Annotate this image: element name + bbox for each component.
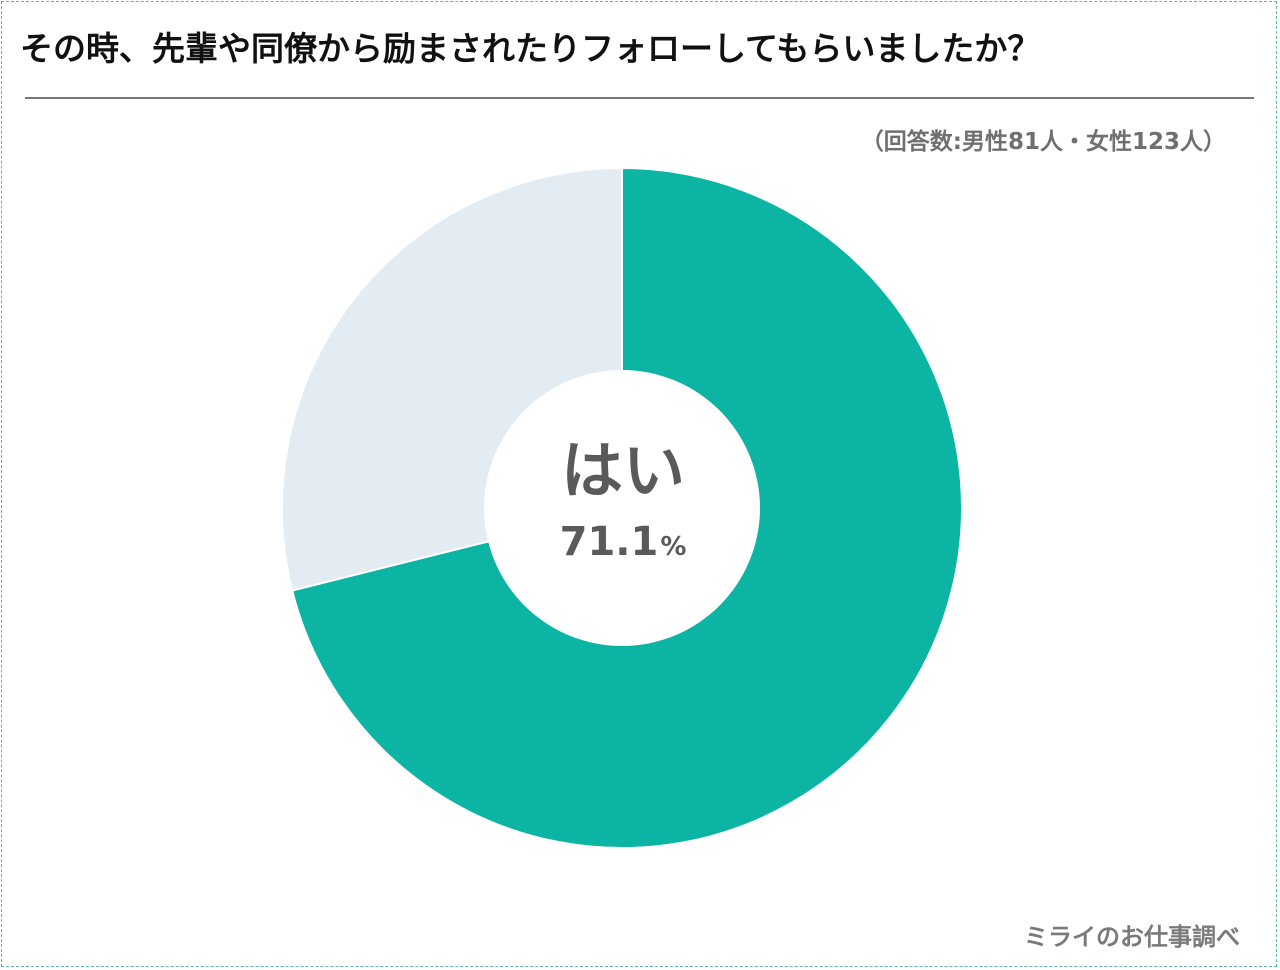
respondent-count: （回答数:男性81人・女性123人）	[860, 129, 1226, 155]
center-value-unit: %	[660, 532, 687, 562]
chart-title: その時、先輩や同僚から励まされたりフォローしてもらいましたか？	[20, 29, 1041, 68]
title-divider	[25, 97, 1254, 99]
center-value-number: 71.1	[559, 519, 659, 565]
donut-hole	[484, 370, 760, 646]
center-value: 71.1%	[488, 522, 758, 562]
source-credit: ミライのお仕事調べ	[1024, 923, 1240, 951]
center-label: はい	[560, 434, 685, 507]
